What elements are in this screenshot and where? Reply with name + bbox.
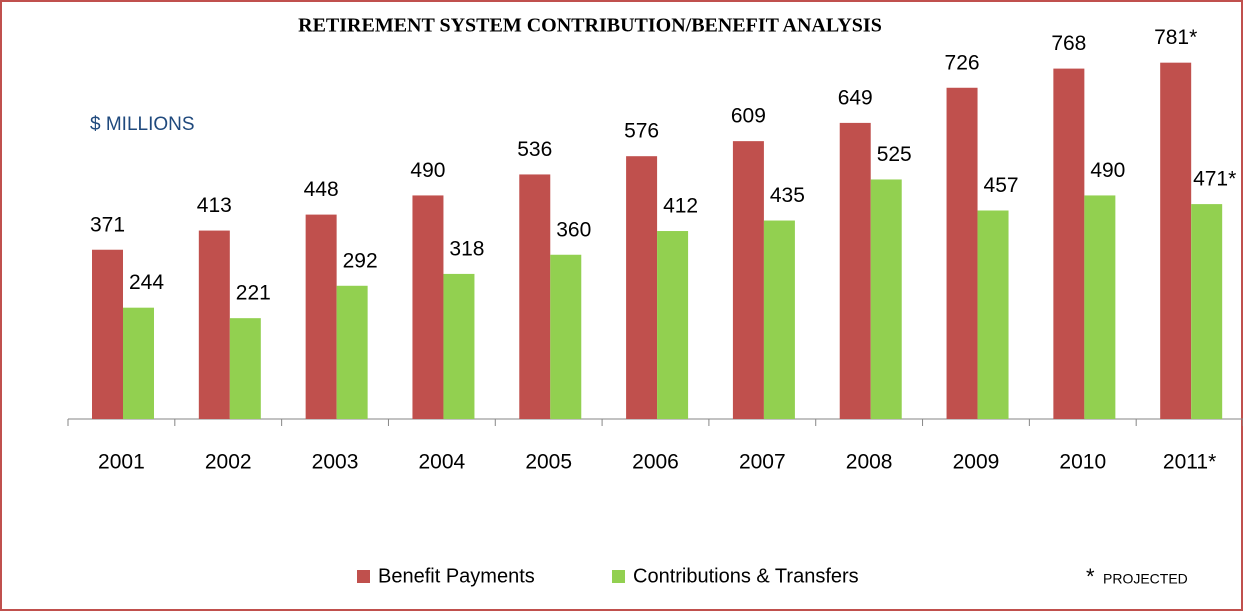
bar (412, 195, 444, 419)
legend-label: Contributions & Transfers (633, 565, 859, 587)
x-tick-label: 2008 (846, 451, 893, 474)
bar (626, 156, 658, 419)
bar (123, 307, 154, 419)
bar (657, 231, 689, 419)
value-label: 768 (1051, 32, 1086, 55)
value-label: 525 (877, 143, 912, 166)
projected-note: PROJECTED (1103, 571, 1188, 587)
value-label: 576 (624, 120, 659, 143)
value-label: 244 (129, 271, 164, 294)
bar (977, 210, 1009, 419)
x-tick-label: 2007 (739, 451, 786, 474)
value-label: 412 (663, 195, 698, 218)
value-label: 471* (1193, 168, 1236, 191)
bar (763, 220, 795, 419)
chart-title: RETIREMENT SYSTEM CONTRIBUTION/BENEFIT A… (298, 15, 882, 37)
bar (839, 122, 871, 420)
bar (1160, 62, 1192, 419)
value-label: 490 (410, 159, 445, 182)
x-tick-label: 2006 (632, 451, 679, 474)
bar (1053, 68, 1085, 419)
value-label: 457 (984, 174, 1019, 197)
x-tick-label: 2002 (205, 451, 252, 474)
x-tick-label: 2005 (525, 451, 572, 474)
value-label: 360 (556, 218, 591, 241)
bar (92, 249, 123, 419)
bar (519, 174, 551, 419)
x-tick-label: 2011* (1163, 451, 1216, 474)
bar (198, 230, 230, 419)
legend-label: Benefit Payments (378, 565, 535, 587)
bar (305, 214, 337, 419)
value-label: 649 (838, 86, 873, 109)
x-tick-label: 2010 (1059, 451, 1106, 474)
bar (870, 179, 902, 419)
legend-swatch (612, 570, 625, 583)
value-label: 490 (1090, 159, 1125, 182)
value-label: 318 (449, 237, 484, 260)
value-label: 221 (236, 282, 271, 305)
bar (229, 318, 261, 419)
bar (1191, 204, 1223, 419)
bar (946, 87, 978, 419)
value-label: 726 (945, 51, 980, 74)
x-tick-label: 2004 (419, 451, 466, 474)
x-tick-label: 2003 (312, 451, 359, 474)
value-label: 413 (197, 194, 232, 217)
x-tick-label: 2001 (98, 451, 145, 474)
unit-label: $ MILLIONS (90, 114, 195, 135)
value-label: 609 (731, 105, 766, 128)
bar (732, 141, 764, 420)
x-tick-label: 2009 (953, 451, 1000, 474)
bar (1084, 195, 1116, 419)
value-label: 435 (770, 184, 805, 207)
value-label: 781* (1154, 26, 1197, 49)
bar (336, 285, 368, 419)
value-label: 448 (304, 178, 339, 201)
value-label: 371 (90, 213, 125, 236)
value-label: 536 (517, 138, 552, 161)
bar (443, 273, 475, 419)
projected-star: * (1086, 564, 1095, 589)
bar (550, 254, 582, 419)
value-label: 292 (343, 249, 378, 272)
legend-swatch (357, 570, 370, 583)
